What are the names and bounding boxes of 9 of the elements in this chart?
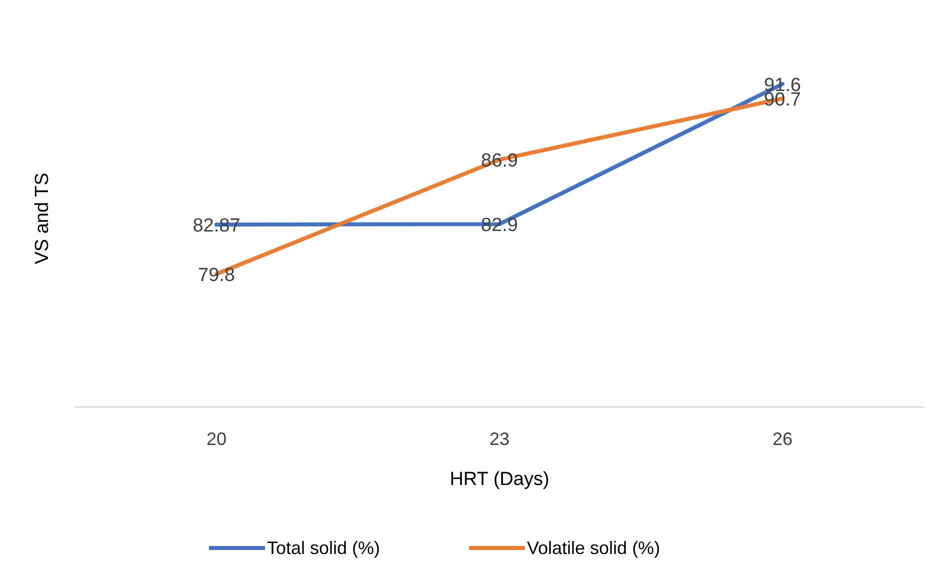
x-tick-label: 20 xyxy=(206,429,227,449)
x-tick-label: 26 xyxy=(772,429,793,449)
x-tick-label: 23 xyxy=(489,429,510,449)
y-axis-title: VS and TS xyxy=(32,172,53,264)
data-label: 82.87 xyxy=(192,216,240,237)
legend-label: Total solid (%) xyxy=(267,538,380,558)
legend-label: Volatile solid (%) xyxy=(527,538,660,558)
data-label: 79.8 xyxy=(198,265,235,286)
x-axis-title: HRT (Days) xyxy=(450,469,550,490)
